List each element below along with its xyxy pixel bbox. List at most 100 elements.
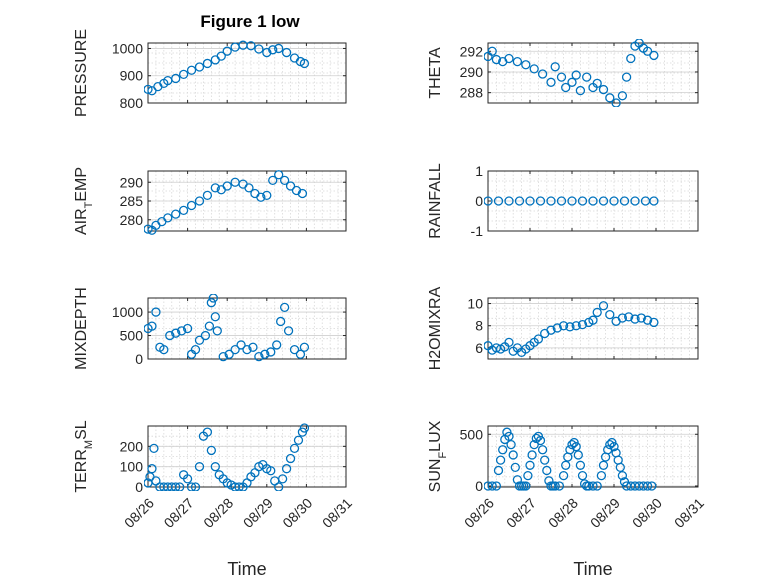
y-tick-label: 0 [135, 351, 143, 367]
data-point [577, 470, 588, 481]
data-point [546, 325, 556, 335]
series-markers [144, 423, 310, 491]
data-point [523, 470, 533, 481]
data-point [159, 344, 169, 355]
data-point [295, 349, 306, 359]
data-point [498, 445, 508, 455]
y-axis-label: AIRTEMP [73, 167, 95, 235]
y-axis-label: PRESSURE [73, 29, 90, 117]
x-axis-label: Time [573, 559, 612, 579]
data-point [246, 41, 256, 51]
data-point [537, 69, 548, 79]
data-point [575, 460, 586, 470]
data-point [592, 307, 602, 318]
data-point [299, 423, 310, 433]
data-point [268, 175, 278, 186]
data-point [224, 349, 234, 359]
data-point [617, 313, 628, 323]
data-point [222, 46, 232, 56]
data-point [508, 450, 518, 460]
x-tick-label: 08/28 [545, 495, 581, 531]
data-point [194, 462, 205, 472]
data-point [624, 312, 634, 322]
data-point [281, 47, 292, 58]
series-markers [144, 40, 310, 96]
x-tick-label: 08/26 [121, 495, 157, 531]
data-point [621, 72, 632, 82]
data-point [605, 93, 615, 103]
data-point [611, 98, 621, 107]
y-tick-label: 800 [120, 95, 144, 111]
data-point [299, 58, 310, 69]
data-point [535, 435, 546, 446]
data-point [537, 445, 548, 455]
data-point [171, 482, 181, 491]
y-tick-label: 6 [475, 340, 483, 356]
subplot-mixdepth: 0 500 1000 MIXDEPTH [73, 287, 347, 370]
data-point [276, 316, 286, 327]
series-markers [484, 39, 659, 107]
data-point [592, 78, 602, 88]
data-point [281, 464, 292, 474]
subplot-h2omixra: 6 8 10 H2OMIXRA [427, 286, 699, 370]
y-tick-label: 100 [120, 459, 144, 475]
data-point [609, 196, 619, 206]
data-point [617, 91, 628, 101]
y-tick-label: 292 [460, 43, 484, 59]
data-point [542, 465, 552, 476]
data-point [487, 46, 497, 56]
data-point [561, 82, 571, 93]
data-point [178, 69, 189, 80]
data-point [202, 427, 213, 437]
data-point [546, 77, 556, 87]
data-point [619, 196, 630, 206]
x-tick-label: 08/30 [279, 495, 315, 531]
y-axis-label: RAINFALL [427, 163, 444, 239]
data-point [642, 481, 653, 491]
data-point [165, 330, 175, 341]
data-point [204, 321, 215, 331]
data-point [297, 188, 308, 199]
data-point [571, 70, 581, 80]
data-point [186, 200, 197, 211]
data-point [244, 183, 254, 193]
data-point [577, 196, 588, 206]
data-point [236, 340, 246, 350]
data-point [171, 73, 181, 84]
data-point [615, 462, 625, 473]
data-point [596, 470, 607, 481]
subplot-pressure: 800 900 1000 PRESSURE [73, 29, 347, 117]
data-point [151, 307, 161, 317]
data-point [588, 315, 598, 325]
data-point [626, 53, 636, 64]
subplot-theta: 288 290 292 THETA [427, 39, 699, 107]
data-point [642, 315, 653, 325]
data-point [529, 439, 539, 450]
data-point [554, 481, 565, 491]
data-point [598, 301, 609, 311]
data-point [274, 43, 284, 54]
x-tick-label: 08/26 [461, 495, 497, 531]
data-point [510, 462, 520, 473]
data-point [260, 349, 270, 359]
data-point [642, 46, 653, 56]
data-point [144, 224, 153, 234]
data-point [609, 442, 619, 452]
x-tick-label: 08/28 [200, 495, 236, 531]
axes-box [487, 42, 699, 104]
y-tick-label: 290 [120, 174, 144, 190]
data-point [533, 334, 544, 344]
data-point [206, 298, 217, 308]
data-point [254, 352, 264, 362]
data-point [630, 196, 640, 206]
subplot-terr_msl: 0 100 200 08/26 08/27 08/28 08/29 08/30 08/31 Tim… [73, 420, 355, 579]
data-point [186, 65, 197, 75]
data-point [144, 84, 153, 95]
data-point [299, 342, 310, 352]
data-point [289, 443, 300, 454]
data-point [512, 475, 523, 485]
data-point [149, 443, 159, 454]
data-point [561, 460, 571, 470]
data-point [636, 313, 646, 323]
x-tick-label: 08/31 [671, 495, 707, 531]
